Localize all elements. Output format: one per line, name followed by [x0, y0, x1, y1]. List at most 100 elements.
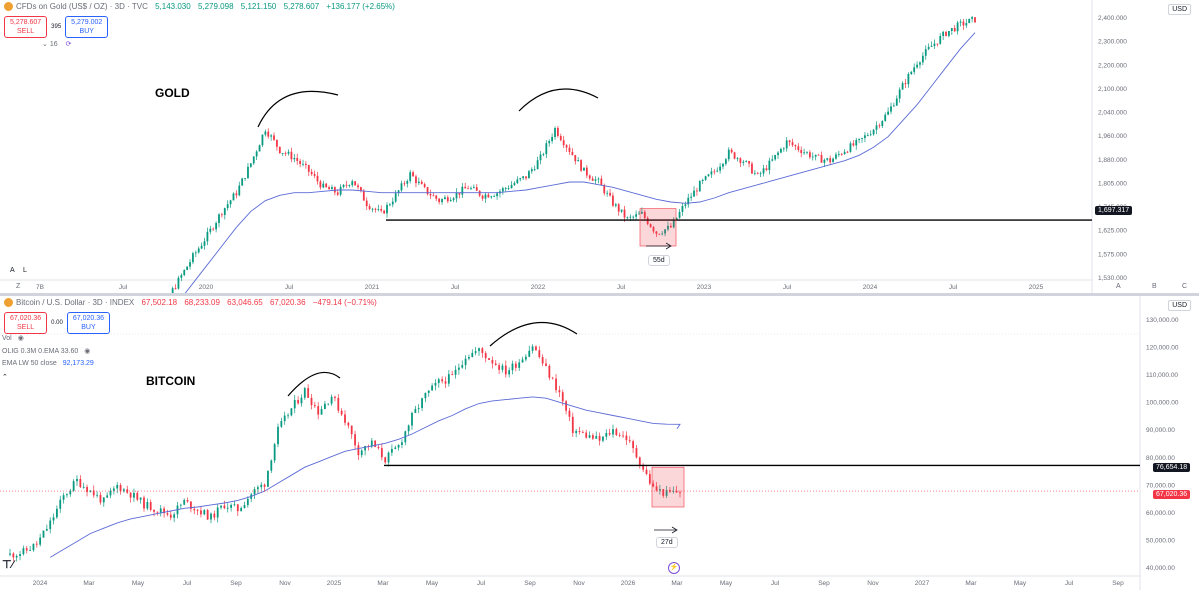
- candle-body: [174, 288, 177, 290]
- candle-body: [861, 138, 863, 139]
- candle-body: [626, 217, 629, 219]
- x-tick-label: Jul: [1065, 580, 1074, 587]
- eye-icon[interactable]: ◉: [17, 335, 24, 342]
- btc-sell-price: 67,020.36: [10, 315, 42, 322]
- gold-sell-button[interactable]: 5,278.607 SELL: [4, 16, 48, 38]
- gold-close: 5,278.607: [283, 2, 320, 11]
- candle-body: [525, 176, 527, 179]
- candle-body: [945, 31, 947, 36]
- candle-body: [568, 410, 571, 417]
- x-tick-label: May: [132, 580, 145, 587]
- btc-vol-indicator[interactable]: Vol ◉: [2, 334, 24, 342]
- gold-currency-button[interactable]: USD: [1168, 4, 1191, 15]
- candle-body: [921, 55, 924, 63]
- candle-body: [240, 508, 243, 512]
- candle-body: [898, 89, 901, 99]
- candle-body: [759, 173, 762, 175]
- candle-body: [820, 154, 823, 163]
- candle-body: [577, 160, 580, 162]
- chevron-down-icon: ⌄: [42, 41, 48, 48]
- candle-body: [284, 153, 287, 154]
- x-tick-label: 2026: [621, 580, 636, 587]
- candle-body: [287, 151, 290, 154]
- candle-body: [244, 178, 246, 179]
- candle-body: [9, 553, 11, 555]
- candle-body: [501, 188, 504, 192]
- candle-body: [866, 135, 869, 136]
- candle-body: [971, 17, 974, 19]
- candle-body: [297, 400, 299, 404]
- candle-body: [672, 490, 675, 492]
- gold-buy-button[interactable]: 5,279.002 BUY: [65, 16, 109, 38]
- gold-indicator-toggle[interactable]: ⌄ 16 ⟳: [42, 40, 71, 48]
- candle-body: [339, 186, 342, 195]
- candle-body: [936, 43, 939, 45]
- gold-corner-letter-l: L: [23, 267, 27, 274]
- candle-body: [320, 409, 323, 415]
- candle-body: [518, 362, 521, 368]
- x-tick-label: Mar: [671, 580, 683, 587]
- candle-body: [386, 204, 388, 214]
- candle-body: [235, 193, 238, 196]
- btc-sell-button[interactable]: 67,020.36 SELL: [4, 312, 48, 334]
- candle-body: [429, 194, 432, 196]
- candle-body: [643, 211, 646, 218]
- candle-body: [558, 390, 561, 393]
- x-tick-label: Jul: [119, 284, 128, 291]
- candle-body: [468, 357, 470, 359]
- btc-ema-indicator[interactable]: EMA LW 50 close 92,173.29: [2, 360, 94, 367]
- candle-body: [605, 433, 608, 437]
- candle-body: [377, 447, 380, 449]
- pane-divider[interactable]: [0, 293, 1199, 296]
- candle-body: [719, 166, 722, 171]
- eye-icon[interactable]: ◉: [84, 348, 91, 355]
- candle-body: [183, 500, 186, 505]
- candle-body: [716, 170, 719, 172]
- gold-open: 5,143.030: [155, 2, 191, 11]
- candle-body: [197, 248, 200, 253]
- candle-body: [186, 266, 189, 270]
- btc-buy-button[interactable]: 67,020.36 BUY: [66, 312, 110, 334]
- gold-chart-canvas[interactable]: 2,400.000 2,300.000 2,200.000 2,100.000 2,04…: [0, 0, 1199, 294]
- candle-body: [484, 194, 487, 199]
- candle-body: [432, 195, 435, 197]
- candle-body: [319, 181, 322, 188]
- refresh-icon[interactable]: ⟳: [65, 41, 72, 48]
- candle-body: [357, 445, 360, 456]
- candle-body: [139, 497, 142, 500]
- candle-body: [612, 429, 614, 435]
- candle-body: [226, 204, 229, 209]
- candle-body: [243, 505, 246, 509]
- btc-chart-canvas[interactable]: 130,000.00 120,000.00 110,000.00 100,000.00…: [0, 296, 1199, 590]
- candle-body: [541, 357, 544, 364]
- candle-body: [273, 444, 276, 461]
- candle-body: [467, 188, 470, 190]
- candle-body: [600, 178, 603, 186]
- candle-body: [438, 198, 441, 203]
- btc-close: 67,020.36: [269, 298, 306, 307]
- candle-body: [252, 156, 255, 164]
- top-arc: [518, 88, 599, 112]
- candle-body: [612, 195, 614, 206]
- candle-body: [304, 163, 307, 166]
- candle-body: [777, 152, 779, 156]
- candle-body: [129, 492, 132, 498]
- btc-collapse-toggle[interactable]: ⌃: [2, 373, 8, 381]
- candle-body: [679, 492, 681, 494]
- btc-chart-pane[interactable]: 130,000.00 120,000.00 110,000.00 100,000.00…: [0, 296, 1199, 590]
- gold-sell-price: 5,278.607: [10, 19, 42, 26]
- btc-currency-button[interactable]: USD: [1168, 300, 1191, 311]
- candle-body: [962, 21, 965, 26]
- top-arc: [489, 321, 578, 347]
- candle-body: [580, 160, 582, 171]
- candle-body: [283, 415, 286, 422]
- btc-ema-value: 92,173.29: [62, 360, 94, 367]
- gold-bottom-letter-z: Z: [16, 283, 21, 290]
- candle-body: [771, 159, 774, 161]
- gold-chart-pane[interactable]: 2,400.000 2,300.000 2,200.000 2,100.000 2,04…: [0, 0, 1199, 294]
- candle-body: [901, 83, 904, 90]
- lightning-icon[interactable]: ⚡: [668, 562, 680, 574]
- btc-indicator-1[interactable]: OLIG 0.3M 0.EMA 33.60 ◉: [2, 347, 90, 355]
- candle-body: [351, 181, 354, 186]
- candle-body: [255, 151, 258, 157]
